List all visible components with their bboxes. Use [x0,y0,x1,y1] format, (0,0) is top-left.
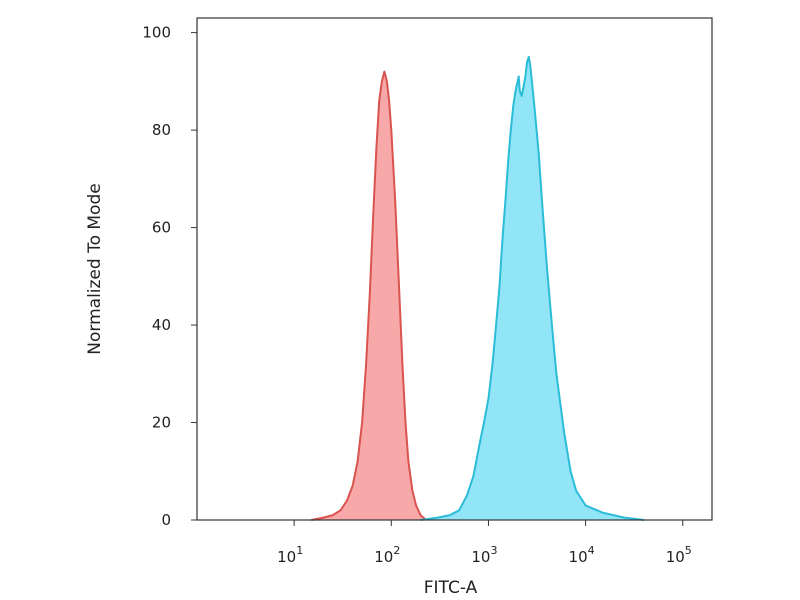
x-tick-label: 104 [569,544,595,566]
histogram-fill-1 [311,71,427,520]
series-layer [311,56,645,521]
plot-frame [196,17,713,521]
axis-layer: 0 20 40 60 80 100 101 102 103 104 105 [142,24,691,566]
y-tick-label: 40 [152,316,171,334]
y-tick-label: 80 [152,121,171,139]
x-tick-label: 103 [471,544,497,566]
x-tick-label: 105 [666,544,692,566]
y-tick-label: 20 [152,414,171,432]
x-axis-label: FITC-A [424,578,478,598]
y-tick-label: 0 [161,511,171,529]
x-tick-label: 101 [277,544,303,566]
histogram-outline-1 [311,70,428,521]
y-tick-label: 60 [152,219,171,237]
histogram-outline-2 [420,56,645,521]
y-axis-label: Normalized To Mode [85,183,105,354]
x-tick-label: 102 [374,544,400,566]
histogram-fill-2 [420,57,645,520]
y-tick-label: 100 [142,24,171,42]
